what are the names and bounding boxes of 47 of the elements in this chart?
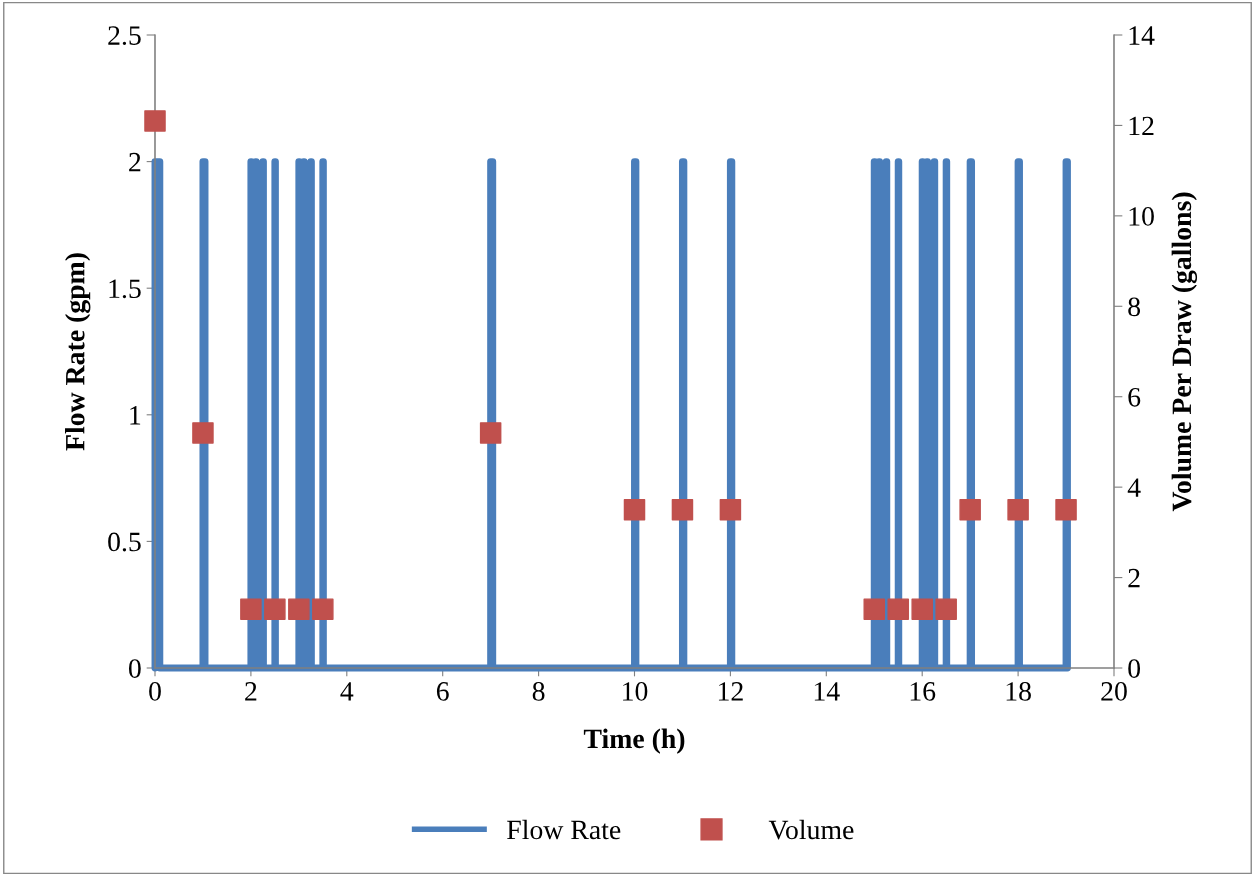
y-tick-label: 1: [130, 406, 141, 425]
x-tick-label: 12: [718, 682, 743, 701]
point: [288, 598, 310, 620]
y2-tick-label: 12: [1129, 116, 1154, 136]
y2-tick-label: 10: [1129, 207, 1154, 226]
y2-tick-label: 0: [1128, 659, 1141, 678]
point: [264, 598, 286, 620]
point: [959, 498, 981, 521]
x-tick-label: 20: [1101, 682, 1127, 701]
point: [863, 598, 886, 620]
point: [1055, 498, 1077, 521]
point: [240, 598, 262, 620]
x-tick-label: 10: [623, 682, 648, 701]
y2-tick-label: 4: [1127, 478, 1141, 497]
y-tick-label: 2: [129, 152, 141, 172]
x-tick-label: 18: [1006, 682, 1031, 701]
legend-label: Flow Rate: [507, 819, 621, 840]
legend-label: Volume: [768, 819, 854, 840]
x-tick-label: 4: [340, 682, 354, 701]
point: [719, 498, 742, 521]
x-tick-label: 8: [532, 682, 545, 701]
y2-tick-label: 14: [1129, 26, 1155, 45]
y-tick-label: 0.5: [108, 532, 141, 552]
point: [192, 422, 214, 444]
y-axis-title: Flow Rate (gpm): [65, 253, 91, 451]
x-tick-label: 2: [245, 682, 257, 701]
point: [144, 110, 166, 132]
x-tick-label: 0: [149, 682, 161, 701]
point: [887, 598, 909, 620]
y2-tick-label: 2: [1128, 568, 1140, 588]
point: [1007, 498, 1029, 521]
y2-axis-title: Volume Per Draw (gallons): [1171, 192, 1198, 512]
x-tick-label: 16: [910, 682, 936, 701]
y-tick-label: 0: [128, 659, 141, 678]
point: [623, 498, 646, 521]
x-axis-title: Time (h): [583, 728, 685, 754]
x-tick-label: 6: [436, 682, 449, 701]
point: [479, 422, 502, 444]
y2-tick-label: 8: [1128, 297, 1141, 317]
point: [911, 598, 933, 620]
y2-tick-label: 6: [1128, 387, 1141, 407]
point: [312, 598, 334, 620]
x-tick-label: 14: [814, 682, 840, 701]
point: [671, 498, 694, 521]
y-tick-label: 1.5: [109, 279, 141, 299]
point: [935, 598, 957, 620]
y-tick-label: 2.5: [108, 26, 141, 46]
